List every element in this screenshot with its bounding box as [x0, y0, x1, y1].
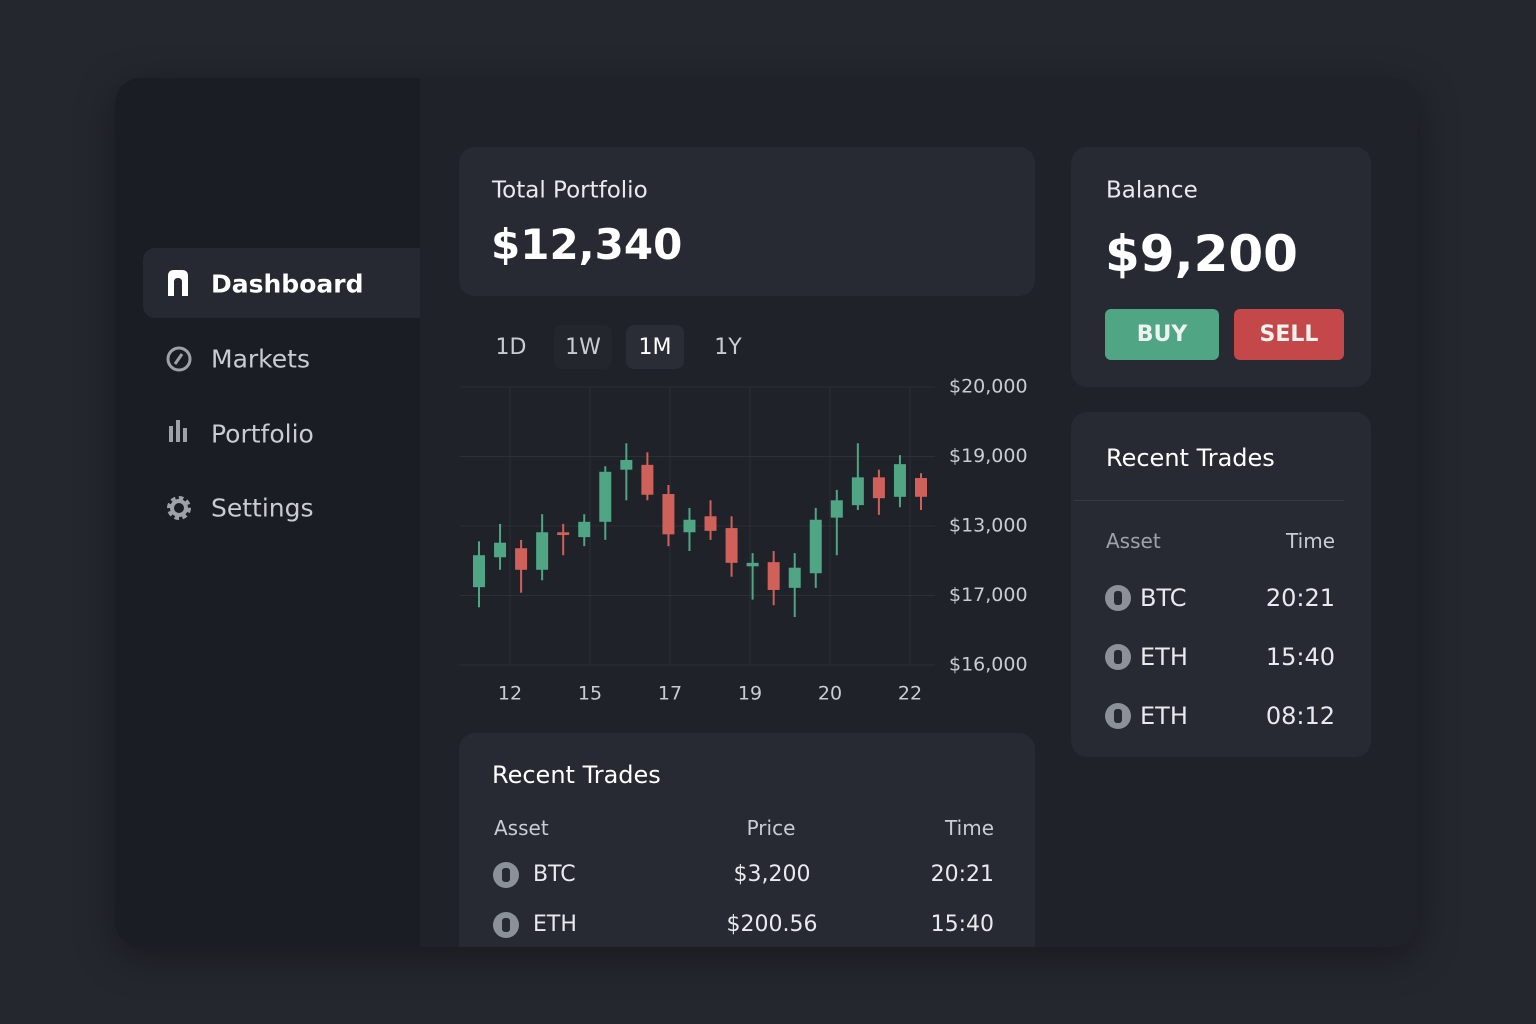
candle-body — [620, 459, 633, 470]
portfolio-icon — [169, 426, 173, 442]
nav-icons — [166, 270, 192, 520]
column-header: Price — [746, 816, 796, 840]
candlestick-chart: $20,000 $19,000 $13,000 $17,000 $16,000 12 15 1… — [460, 376, 1028, 705]
coin-icon — [1105, 644, 1131, 670]
x-tick-label: 22 — [898, 683, 922, 705]
timeframe-button[interactable]: 1Y — [714, 334, 742, 360]
portfolio-value: $12,340 — [491, 220, 683, 269]
asset-cell: ETH — [533, 912, 577, 937]
x-tick-label: 15 — [578, 683, 602, 705]
candle-body — [830, 500, 843, 518]
y-tick-label: $16,000 — [949, 654, 1028, 676]
column-header: Asset — [1106, 529, 1161, 553]
recent-trades-side-card: Recent Trades Asset Time BTC 20:21 ETH 15:40 E… — [1071, 412, 1371, 757]
markets-icon — [166, 346, 192, 372]
buy-button[interactable]: BUY — [1105, 309, 1219, 360]
time-cell: 15:40 — [930, 912, 994, 937]
asset-cell: BTC — [1140, 584, 1187, 612]
time-cell: 20:21 — [1265, 584, 1335, 612]
coin-icon — [493, 862, 519, 888]
sidebar: Dashboard Markets Portfolio Settings — [115, 78, 420, 947]
balance-value: $9,200 — [1105, 225, 1298, 283]
candle-body — [473, 555, 485, 588]
column-header: Time — [945, 816, 994, 840]
x-tick-label: 17 — [658, 683, 682, 705]
candle-body — [851, 477, 864, 506]
time-cell: 20:21 — [930, 862, 994, 887]
coin-icon — [1105, 585, 1131, 611]
nav-item[interactable]: Dashboard — [211, 269, 364, 299]
sell-button[interactable]: SELL — [1234, 309, 1344, 360]
divider — [1074, 500, 1344, 501]
candle-body — [578, 521, 591, 538]
price-cell: $200.56 — [726, 912, 818, 937]
asset-cell: ETH — [1140, 702, 1188, 730]
card-title: Recent Trades — [492, 761, 661, 789]
portfolio-icon — [176, 420, 180, 442]
y-tick-label: $17,000 — [949, 584, 1028, 606]
app-window: Dashboard Markets Portfolio Settings Tot… — [115, 78, 1418, 947]
candle-body — [767, 562, 780, 590]
column-header: Time — [1286, 529, 1335, 553]
x-tick-label: 12 — [498, 683, 522, 705]
candle-body — [725, 528, 738, 563]
candle-body — [536, 532, 549, 570]
time-cell: 08:12 — [1265, 702, 1335, 730]
candle-body — [599, 471, 612, 522]
timeframe-button[interactable]: 1M — [626, 325, 684, 369]
asset-cell: BTC — [533, 862, 576, 887]
x-tick-label: 20 — [818, 683, 842, 705]
y-tick-label: $20,000 — [949, 376, 1028, 398]
nav-item[interactable]: Settings — [211, 493, 314, 523]
column-header: Asset — [494, 816, 549, 840]
candle-body — [641, 464, 654, 495]
timeframe-button[interactable]: 1W — [554, 325, 612, 369]
candle-body — [494, 542, 507, 558]
recent-trades-main-card: Recent Trades Asset Price Time BTC $3,200 20:… — [459, 733, 1035, 947]
timeframe-button[interactable]: 1D — [495, 334, 527, 360]
dashboard-icon — [168, 270, 188, 296]
nav-item[interactable]: Portfolio — [211, 419, 314, 449]
coin-icon — [493, 912, 519, 938]
candle-body — [809, 519, 822, 574]
portfolio-card: Total Portfolio $12,340 — [459, 147, 1035, 296]
x-tick-label: 19 — [738, 683, 762, 705]
settings-icon — [170, 499, 188, 517]
candle-body — [557, 532, 570, 536]
candle-body — [704, 516, 717, 531]
balance-card: Balance $9,200 BUY SELL — [1071, 147, 1371, 387]
markets-needle — [173, 353, 184, 365]
y-tick-label: $19,000 — [949, 445, 1028, 467]
candle-body — [893, 464, 906, 497]
candle-body — [746, 562, 759, 567]
candle-body — [915, 478, 927, 497]
price-cell: $3,200 — [733, 862, 811, 887]
candle-body — [788, 567, 801, 588]
candle-body — [872, 477, 885, 499]
portfolio-icon — [183, 428, 187, 442]
balance-label: Balance — [1106, 177, 1198, 204]
nav-active-bg — [143, 248, 420, 318]
y-tick-label: $13,000 — [949, 515, 1028, 537]
time-cell: 15:40 — [1265, 643, 1335, 671]
candle-body — [515, 548, 528, 570]
nav-item[interactable]: Markets — [211, 344, 310, 374]
card-title: Recent Trades — [1106, 444, 1275, 472]
asset-cell: ETH — [1140, 643, 1188, 671]
candle-body — [683, 519, 696, 533]
coin-icon — [1105, 703, 1131, 729]
candle-body — [662, 494, 675, 535]
portfolio-label: Total Portfolio — [492, 177, 648, 204]
